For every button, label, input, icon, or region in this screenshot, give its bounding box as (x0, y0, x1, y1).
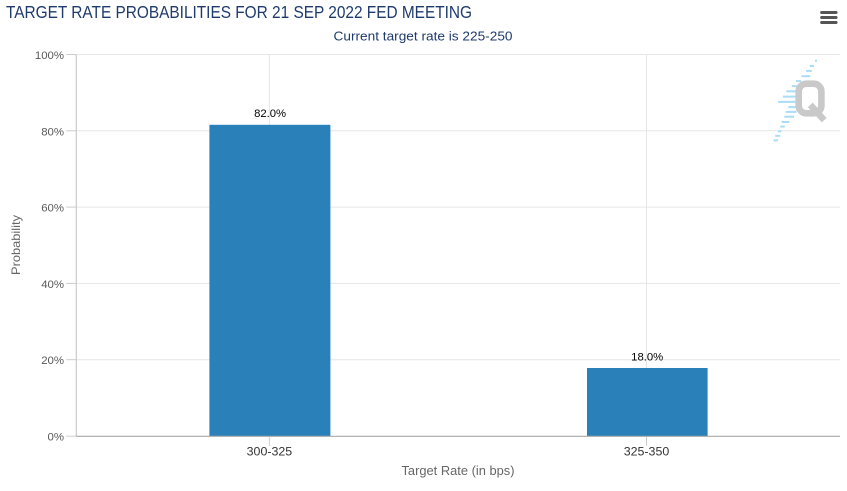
svg-text:40%: 40% (41, 279, 64, 291)
svg-text:82.0%: 82.0% (254, 108, 286, 120)
svg-text:Current target rate is 225-250: Current target rate is 225-250 (334, 28, 513, 43)
svg-text:100%: 100% (35, 50, 64, 62)
svg-text:20%: 20% (41, 355, 64, 367)
svg-text:60%: 60% (41, 203, 64, 215)
svg-text:0%: 0% (48, 431, 64, 443)
svg-text:325-350: 325-350 (624, 444, 670, 458)
svg-text:Probability: Probability (9, 215, 23, 275)
svg-text:300-325: 300-325 (247, 444, 293, 458)
svg-text:Target Rate (in bps): Target Rate (in bps) (402, 464, 515, 478)
svg-text:80%: 80% (41, 126, 64, 138)
svg-text:TARGET RATE PROBABILITIES FOR: TARGET RATE PROBABILITIES FOR 21 SEP 202… (6, 2, 472, 22)
svg-text:18.0%: 18.0% (631, 351, 663, 363)
